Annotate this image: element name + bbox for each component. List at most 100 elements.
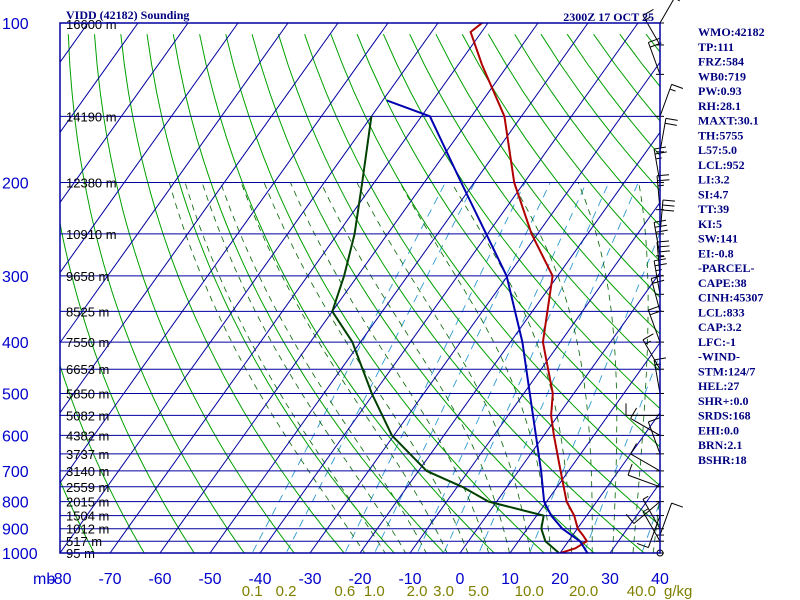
height-label-850: 1504 m [66, 509, 109, 524]
mixing-ratio-line-0.2 [285, 182, 476, 553]
dry-adiabat-330 [330, 34, 660, 487]
wind-barb-175 [659, 117, 678, 152]
height-label-750: 2559 m [66, 480, 109, 495]
height-label-800: 2015 m [66, 495, 109, 510]
dry-adiabat-260 [146, 34, 395, 553]
wind-barb-350 [650, 274, 665, 312]
wind-barb-650 [647, 417, 661, 455]
temp-label--10: -10 [398, 571, 421, 588]
plot-frame [59, 22, 661, 554]
wind-barb-staff [650, 278, 661, 312]
temp-label--30: -30 [298, 571, 321, 588]
index-item: CINH:45307 [698, 291, 763, 305]
moist-adiabat-20 [399, 182, 552, 553]
wind-barb-flag [645, 340, 651, 345]
moist-adiabat-28 [511, 182, 593, 553]
height-label-300: 9658 m [66, 269, 109, 284]
height-label-450: 6653 m [66, 362, 109, 377]
isotherm--40 [259, 23, 639, 553]
wind-barb-flag [677, 0, 680, 2]
index-item: LFC:-1 [698, 335, 736, 349]
wind-barb-flag [642, 508, 649, 513]
wind-barb-flag [625, 513, 635, 524]
dry-adiabats [60, 33, 660, 553]
temperature-tick-labels: mb-80 -70 -60 -50 -40 -30 -20 -10 0 10 20 30 40 [33, 571, 669, 588]
index-item: FRZ:584 [698, 55, 744, 69]
temp-label--20: -20 [348, 571, 371, 588]
index-item: MAXT:30.1 [698, 114, 759, 128]
temp-label-0: 0 [456, 571, 465, 588]
dry-adiabat-310 [277, 34, 646, 553]
moist-adiabat-32 [577, 182, 618, 553]
height-label-100: 16600 m [66, 17, 117, 32]
wind-barb-flag [645, 16, 651, 21]
height-label-700: 3140 m [66, 464, 109, 479]
wind-barb-flag [657, 184, 664, 187]
mixing-ratio-labels: 0.1 0.2 0.6 1.0 2.0 3.0 5.0 10.0 20.0 40.0 g/kg [242, 583, 693, 600]
isotherm--60 [159, 23, 539, 553]
wind-barb-900 [642, 495, 661, 529]
pressure-label-100: 100 [2, 16, 29, 33]
pressure-label-800: 800 [2, 495, 29, 512]
isotherm-0 [459, 271, 660, 553]
dry-adiabat-340 [356, 34, 660, 448]
wind-barb-flag [642, 333, 654, 341]
index-item: LI:3.2 [698, 173, 730, 187]
dry-adiabat-390 [487, 33, 660, 263]
wind-barb-800 [625, 501, 661, 524]
index-item: SHR+:0.0 [698, 394, 749, 408]
wind-barb-flag [648, 417, 660, 423]
wind-barb-staff [659, 118, 667, 152]
pressure-label-200: 200 [2, 176, 29, 193]
wind-barb-flag [665, 117, 678, 121]
index-item: CAPE:38 [698, 276, 747, 290]
moist-adiabat-0 [240, 182, 448, 553]
wind-barb-250 [659, 199, 675, 234]
wind-barb-staff [647, 309, 661, 343]
indices-panel: WMO:42182TP:111FRZ:584WB0:719PW:0.93RH:2… [698, 25, 765, 467]
index-item: -WIND- [698, 350, 740, 364]
wind-barb-950 [642, 508, 661, 542]
height-label-600: 4382 m [66, 428, 109, 443]
index-item: SW:141 [698, 232, 738, 246]
dry-adiabat-220 [60, 220, 195, 553]
height-label-950: 517 m [66, 534, 102, 549]
index-item: SI:4.7 [698, 187, 728, 201]
dry-adiabat-240 [94, 34, 295, 553]
wind-barb-staff [659, 84, 673, 117]
index-item: STM:124/7 [698, 364, 755, 378]
dry-adiabat-380 [461, 33, 660, 299]
pressure-label-400: 400 [2, 335, 29, 352]
isotherm--90 [60, 23, 389, 484]
wind-barb-flag [627, 463, 633, 476]
mixing-ratio-label-1.0: 1.0 [364, 583, 385, 600]
index-item: KI:5 [698, 217, 722, 231]
height-label-550: 5082 m [66, 408, 109, 423]
mixing-ratio-label-10.0: 10.0 [515, 583, 544, 600]
wind-barb-flag [655, 157, 662, 160]
dry-adiabat-300 [251, 34, 596, 553]
wind-barb-flag [642, 9, 654, 16]
dewpoint-profile [331, 116, 560, 553]
index-item: LCL:952 [698, 158, 745, 172]
temp-label-40: 40 [651, 571, 669, 588]
wind-barb-staff [642, 15, 661, 46]
moist-adiabat-12 [320, 182, 510, 553]
temp-label--60: -60 [148, 571, 171, 588]
temp-label-10: 10 [501, 571, 519, 588]
wind-barb-staff [653, 222, 661, 256]
mixing-ratio-label-5.0: 5.0 [468, 583, 489, 600]
height-label-200: 12380 m [66, 176, 117, 191]
wind-barb-flag [654, 151, 667, 155]
parcel-profile [386, 99, 589, 553]
sounding-profiles [331, 23, 589, 553]
dry-adiabat-370 [435, 33, 660, 335]
mixing-ratio-label-40.0: 40.0 [627, 583, 656, 600]
wind-barb-staff [642, 511, 661, 542]
mixing-ratio-label-0.1: 0.1 [242, 583, 263, 600]
moist-adiabat--8 [201, 182, 407, 553]
mixing-ratio-line-5.0 [478, 182, 639, 553]
wind-barb-110 [642, 9, 661, 46]
index-item: PW:0.93 [698, 84, 742, 98]
mixing-ratio-lines [251, 182, 660, 553]
